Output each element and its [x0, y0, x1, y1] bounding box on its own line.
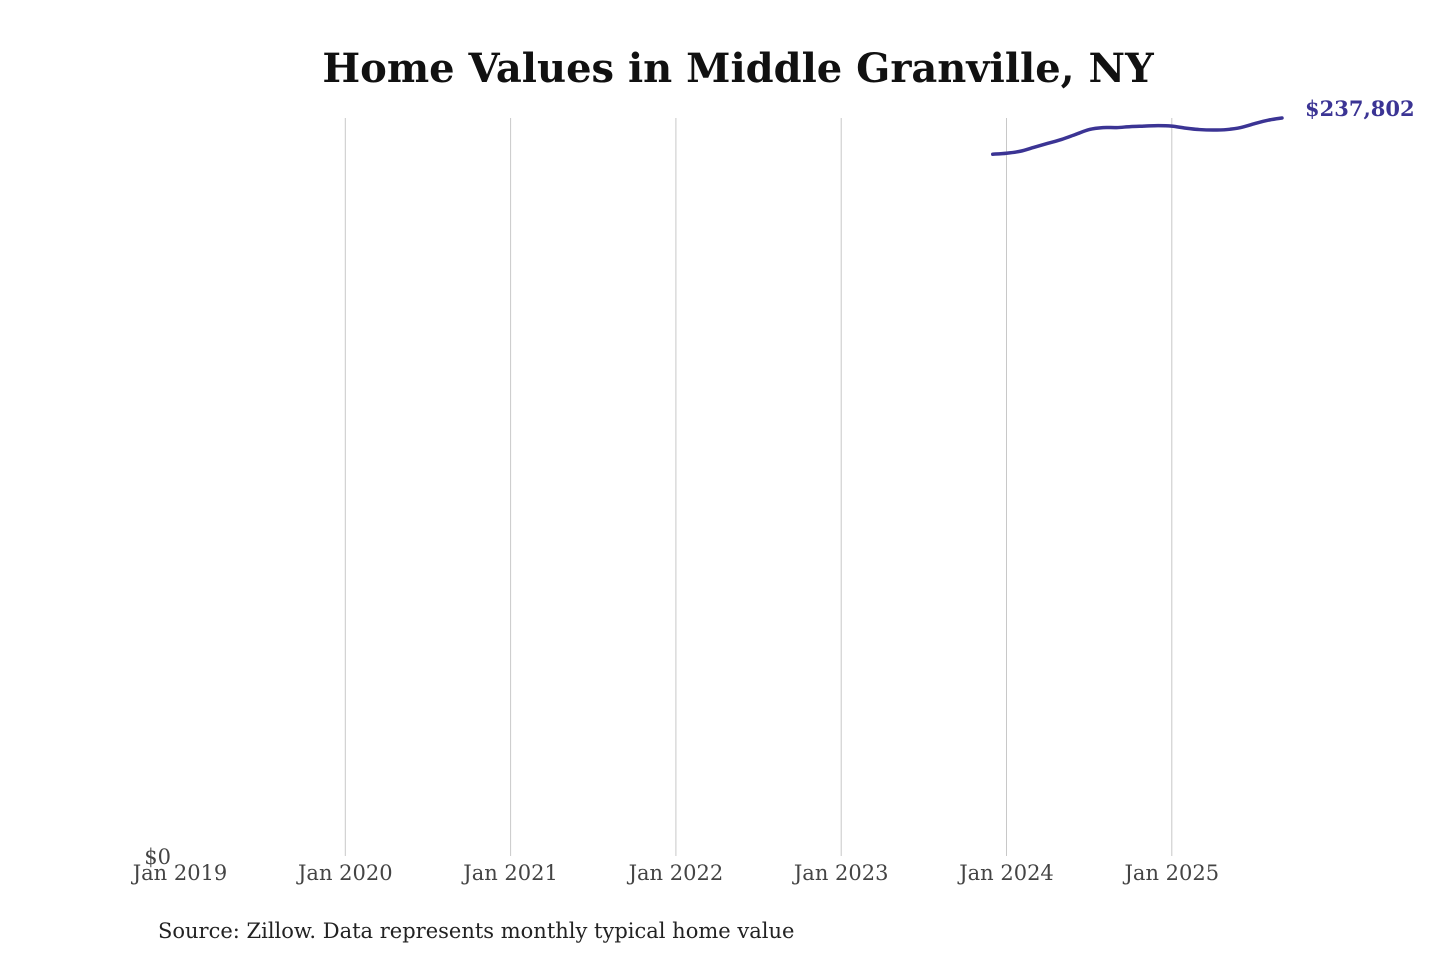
- chart-title: Home Values in Middle Granville, NY: [322, 45, 1154, 92]
- x-tick-label: Jan 2023: [792, 861, 889, 885]
- x-tick-label: Jan 2022: [627, 861, 724, 885]
- x-tick-label: Jan 2019: [131, 861, 228, 885]
- x-tick-label: Jan 2025: [1123, 861, 1220, 885]
- y-tick-label: $0: [144, 845, 171, 869]
- x-axis-tick-labels: Jan 2019 Jan 2020 Jan 2021 Jan 2022 Jan 2023…: [131, 861, 1219, 885]
- end-value-label: $237,802: [1305, 96, 1415, 121]
- x-tick-label: Jan 2020: [296, 861, 393, 885]
- y-axis-tick-labels: $0: [144, 845, 171, 869]
- series-line: [990, 116, 1284, 156]
- x-tick-label: Jan 2024: [957, 861, 1054, 885]
- x-tick-label: Jan 2021: [461, 861, 558, 885]
- vertical-gridlines: [344, 118, 1173, 856]
- series-layer: [990, 116, 1284, 156]
- source-note: Source: Zillow. Data represents monthly …: [158, 919, 794, 943]
